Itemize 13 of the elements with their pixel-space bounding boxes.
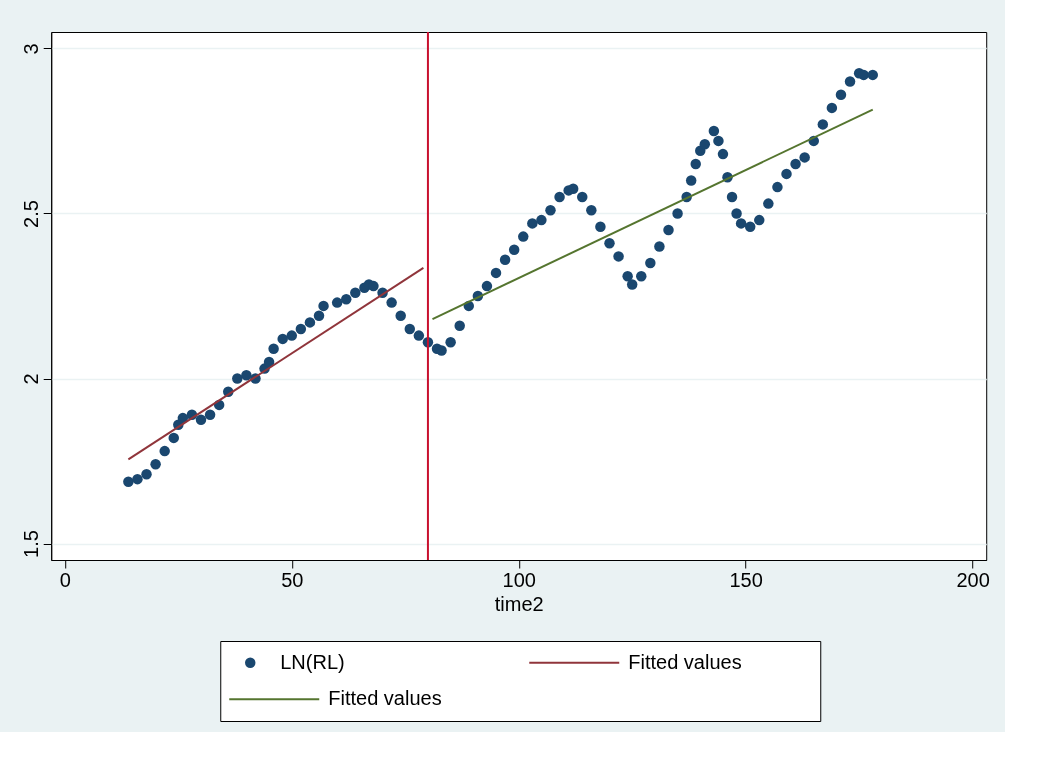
y-tick-label: 2.5 bbox=[19, 200, 42, 228]
x-tick-label: 200 bbox=[956, 568, 990, 591]
y-tick-label: 1.5 bbox=[19, 530, 42, 558]
x-axis-title: time2 bbox=[494, 592, 544, 615]
legend-label: LN(RL) bbox=[280, 650, 345, 673]
legend-label: Fitted values bbox=[328, 687, 442, 710]
y-tick-label: 2 bbox=[19, 373, 42, 385]
x-tick-label: 100 bbox=[502, 568, 536, 591]
x-tick-label: 50 bbox=[281, 568, 304, 591]
legend-label: Fitted values bbox=[628, 650, 742, 673]
x-tick-label: 150 bbox=[729, 568, 763, 591]
x-tick-label: 0 bbox=[59, 568, 71, 591]
y-tick-label: 3 bbox=[19, 43, 42, 55]
